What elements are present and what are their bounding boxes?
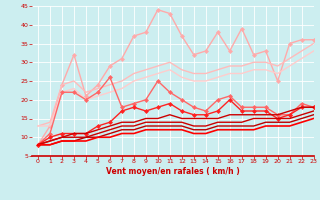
X-axis label: Vent moyen/en rafales ( km/h ): Vent moyen/en rafales ( km/h ) — [106, 167, 240, 176]
